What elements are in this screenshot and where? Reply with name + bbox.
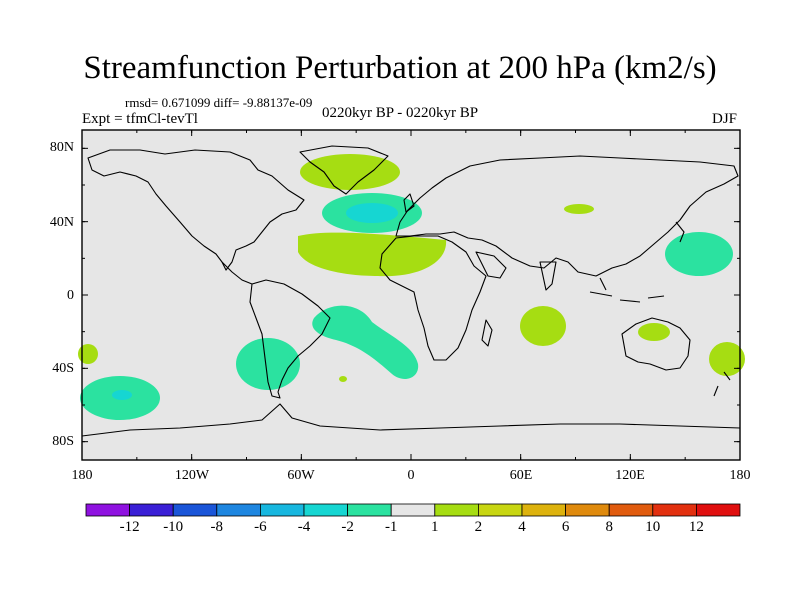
coastlines bbox=[81, 145, 741, 437]
colorbar-label: -8 bbox=[210, 519, 224, 535]
south-atlantic-small-positive bbox=[339, 376, 347, 382]
coastline-eurasia bbox=[395, 155, 739, 277]
greenland-positive bbox=[300, 154, 400, 190]
colorbar-swatch bbox=[696, 503, 741, 517]
south-atlantic-negative bbox=[312, 305, 419, 379]
subtropical-atlantic-positive bbox=[298, 232, 447, 277]
south-pacific-core bbox=[112, 390, 132, 400]
colorbar-swatch bbox=[172, 503, 218, 517]
coastline-central-america bbox=[221, 261, 253, 285]
y-tick-label-40s: 40S bbox=[52, 361, 74, 376]
colorbar-label: 1 bbox=[431, 519, 439, 535]
colorbar-swatch bbox=[259, 503, 305, 517]
colorbar-swatch bbox=[477, 503, 523, 517]
colorbar-label: -4 bbox=[297, 519, 311, 535]
colorbar-swatch bbox=[434, 503, 479, 517]
x-tick-label-120w: 120W bbox=[174, 468, 210, 483]
colorbar-label: -12 bbox=[119, 519, 140, 535]
map-background bbox=[82, 130, 740, 460]
anomaly-regions bbox=[78, 154, 745, 420]
colorbar-swatch bbox=[608, 503, 654, 517]
x-tick-label-0: 0 bbox=[407, 468, 415, 483]
x-tick-label-180e: 180 bbox=[729, 468, 751, 483]
colorbar-label: 6 bbox=[561, 519, 570, 535]
colorbar-swatch bbox=[216, 503, 261, 517]
period-label: 0220kyr BP - 0220kyr BP bbox=[322, 105, 479, 121]
colorbar-label: 8 bbox=[605, 519, 613, 535]
coastline-africa bbox=[379, 235, 487, 361]
coastline-japan bbox=[675, 221, 685, 243]
season-label: DJF bbox=[712, 111, 738, 127]
coastline-greenland bbox=[299, 145, 389, 195]
colorbar-swatch bbox=[521, 503, 566, 517]
colorbar-swatch bbox=[129, 503, 174, 517]
coastline-india bbox=[539, 261, 557, 291]
y-tick-label-80n: 80N bbox=[49, 140, 74, 155]
central-asia-positive bbox=[564, 204, 594, 214]
coastline-madagascar bbox=[481, 319, 493, 347]
coastline-new-zealand bbox=[713, 371, 731, 397]
figure-title: Streamfunction Perturbation at 200 hPa (… bbox=[83, 50, 717, 86]
colorbar-label: -6 bbox=[254, 519, 267, 535]
coastline-south-america bbox=[249, 279, 331, 399]
colorbar-swatch bbox=[85, 503, 130, 517]
colorbar-label: 12 bbox=[688, 519, 704, 535]
colorbar-swatch bbox=[652, 503, 697, 517]
coastline-british-isles bbox=[403, 193, 415, 213]
y-tick-label-40n: 40N bbox=[49, 215, 74, 230]
coastline-indonesia bbox=[589, 277, 665, 303]
experiment-label: Expt = tfmCl-tevTl bbox=[82, 111, 198, 127]
colorbar bbox=[85, 503, 741, 517]
southwest-pacific-positive bbox=[709, 342, 745, 376]
east-pacific-positive bbox=[78, 344, 98, 364]
colorbar-label: 2 bbox=[474, 519, 483, 535]
x-tick-label-120e: 120E bbox=[615, 468, 645, 483]
x-tick-label-60e: 60E bbox=[509, 468, 533, 483]
colorbar-label: 10 bbox=[645, 519, 661, 535]
colorbar-label: -2 bbox=[341, 519, 354, 535]
coastline-north-america bbox=[87, 149, 305, 271]
coastline-antarctica bbox=[81, 403, 741, 437]
colorbar-swatch bbox=[303, 503, 348, 517]
x-tick-label-180w: 180 bbox=[71, 468, 93, 483]
colorbar-swatch bbox=[347, 503, 392, 517]
colorbar-swatch bbox=[390, 503, 436, 517]
colorbar-label: 4 bbox=[518, 519, 526, 535]
australia-positive bbox=[638, 323, 670, 341]
y-tick-label-80s: 80S bbox=[52, 434, 74, 449]
stats-text: rmsd= 0.671099 diff= -9.88137e-09 bbox=[125, 95, 313, 110]
y-tick-label-0: 0 bbox=[67, 288, 74, 303]
colorbar-label: -10 bbox=[163, 519, 184, 535]
coastline-australia bbox=[621, 317, 691, 371]
axis-ticks bbox=[81, 130, 741, 460]
colorbar-label: -1 bbox=[384, 519, 398, 535]
north-atlantic-core bbox=[346, 203, 398, 223]
north-pacific-negative bbox=[665, 232, 733, 276]
x-tick-label-60w: 60W bbox=[287, 468, 315, 483]
indian-ocean-positive bbox=[520, 306, 566, 346]
coastline-arabia bbox=[475, 251, 507, 279]
colorbar-swatch bbox=[565, 503, 610, 517]
